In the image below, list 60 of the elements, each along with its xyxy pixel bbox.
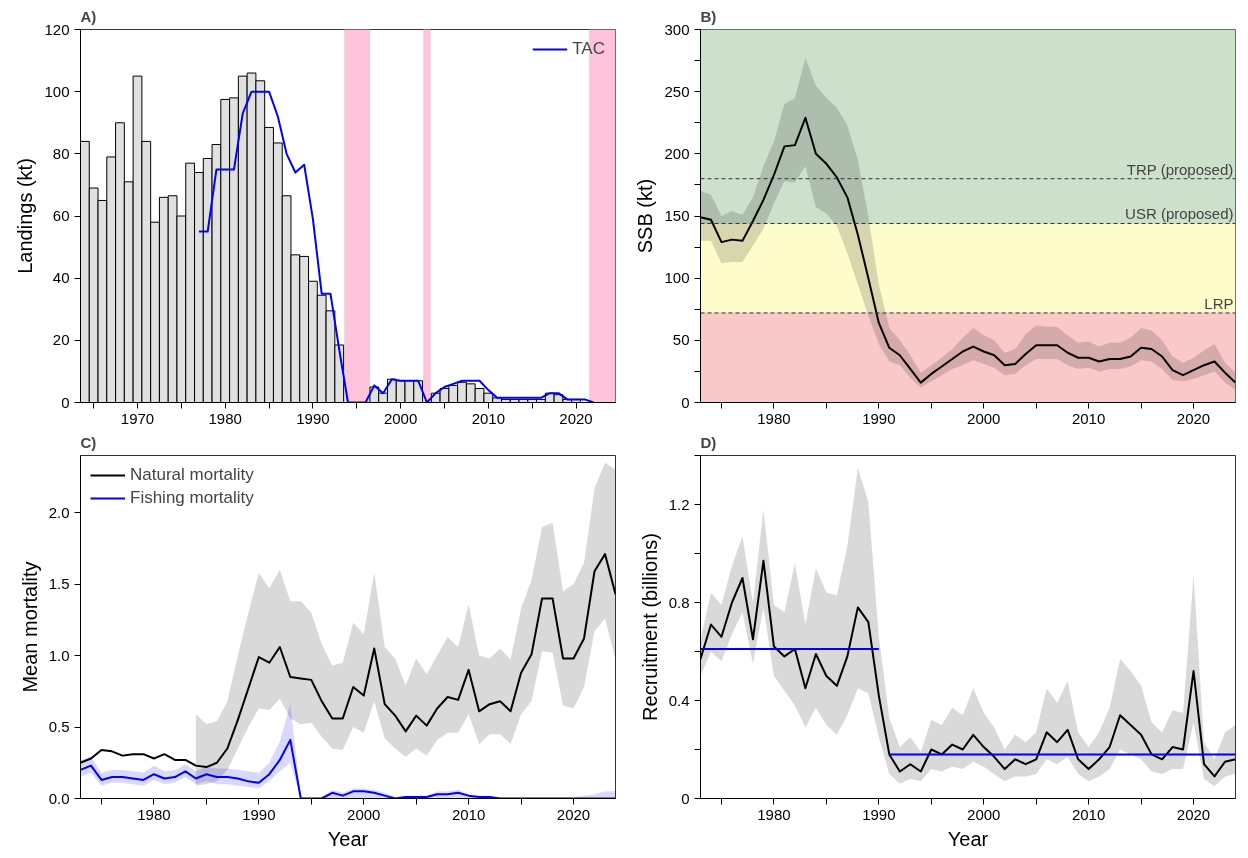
y-tick-label: 50 (672, 331, 690, 349)
y-axis-title: Mean mortality (18, 561, 41, 693)
x-tick-label: 1990 (296, 409, 330, 427)
y-tick-label: 300 (664, 20, 690, 38)
y-axis-title: SSB (kt) (634, 178, 657, 254)
y-tick-label: 0 (61, 393, 70, 411)
x-tick-label: 2010 (1071, 409, 1106, 427)
y-tick-label: 0.4 (668, 691, 690, 709)
y-tick-label: 100 (44, 82, 70, 100)
x-tick-label: 2010 (471, 409, 506, 427)
legend-label: TAC (572, 39, 605, 59)
legend-label: Fishing mortality (130, 488, 254, 508)
x-tick-label: 1980 (208, 409, 242, 427)
y-tick-label: 0.0 (48, 789, 70, 807)
x-tick-label: 1980 (757, 805, 791, 823)
y-tick-label: 1.2 (668, 495, 690, 513)
x-tick-label: 1980 (137, 805, 171, 823)
y-tick-label: 80 (52, 144, 70, 162)
x-tick-label: 2000 (967, 409, 1001, 427)
y-tick-label: 0 (681, 393, 690, 411)
y-tick-label: 60 (52, 207, 70, 224)
x-axis-title: Year (327, 827, 369, 850)
x-tick-label: 1990 (862, 805, 896, 823)
chart-title: D) (700, 433, 717, 451)
x-tick-label: 2020 (1176, 805, 1211, 823)
y-tick-label: 20 (52, 331, 70, 349)
ref-line-label: LRP (1204, 294, 1234, 312)
y-tick-label: 0 (681, 789, 690, 807)
y-axis-title: Recruitment (billions) (638, 533, 661, 721)
x-tick-label: 2020 (556, 805, 591, 823)
x-tick-label: 2000 (347, 805, 381, 823)
ref-line-label: USR (proposed) (1125, 205, 1234, 223)
y-axis-title: Landings (kt) (14, 158, 37, 274)
y-tick-label: 200 (664, 144, 690, 162)
x-tick-label: 2020 (559, 409, 593, 427)
x-tick-label: 1970 (120, 409, 155, 427)
y-tick-label: 2.0 (48, 503, 70, 521)
legend-label: Natural mortality (130, 465, 254, 485)
y-tick-label: 120 (44, 20, 70, 38)
chart-title: C) (80, 433, 97, 451)
ref-line-label: TRP (proposed) (1126, 160, 1234, 178)
y-tick-label: 40 (52, 269, 70, 287)
chart-title: B) (700, 7, 717, 25)
y-tick-label: 250 (664, 82, 690, 100)
y-tick-label: 150 (664, 207, 690, 224)
chart-title: A) (80, 7, 97, 25)
x-tick-label: 1990 (242, 805, 276, 823)
x-tick-label: 1990 (862, 409, 896, 427)
y-tick-label: 0.5 (48, 718, 70, 736)
x-axis-title: Year (947, 827, 989, 850)
y-tick-label: 1.5 (48, 575, 70, 593)
x-tick-label: 2010 (451, 805, 486, 823)
y-tick-label: 100 (664, 269, 690, 287)
x-tick-label: 1980 (757, 409, 791, 427)
y-tick-label: 1.0 (48, 646, 70, 664)
x-tick-label: 2000 (967, 805, 1001, 823)
x-tick-label: 2020 (1176, 409, 1211, 427)
x-tick-label: 2010 (1071, 805, 1106, 823)
y-tick-label: 0.8 (668, 593, 690, 611)
x-tick-label: 2000 (383, 409, 418, 427)
